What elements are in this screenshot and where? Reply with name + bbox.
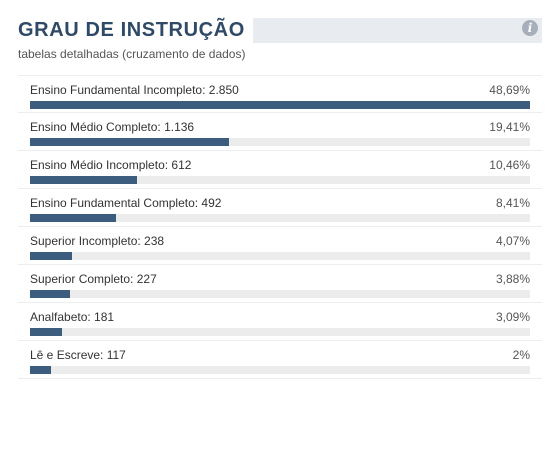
bar-percent: 3,09% [495, 310, 530, 324]
bar-label: Ensino Médio Completo: 1.136 [30, 120, 195, 134]
education-widget: GRAU DE INSTRUÇÃO i tabelas detalhadas (… [18, 0, 542, 379]
bar-label: Ensino Fundamental Completo: 492 [30, 196, 222, 210]
bar-fill [30, 101, 530, 109]
bar-track [30, 101, 530, 109]
bar-percent: 8,41% [495, 196, 530, 210]
bar-label: Superior Completo: 227 [30, 272, 157, 286]
bar-percent: 2% [512, 348, 530, 362]
bar-label: Ensino Médio Incompleto: 612 [30, 158, 192, 172]
bar-fill [30, 290, 70, 298]
bar-row[interactable]: Superior Incompleto: 238 4,07% [18, 227, 542, 265]
bar-row[interactable]: Ensino Fundamental Completo: 492 8,41% [18, 189, 542, 227]
bar-label: Analfabeto: 181 [30, 310, 115, 324]
bar-track [30, 214, 530, 222]
bar-fill [30, 176, 138, 184]
info-icon[interactable]: i [522, 20, 538, 36]
bar-percent: 10,46% [489, 158, 530, 172]
bar-percent: 48,69% [489, 83, 530, 97]
bar-row[interactable]: Analfabeto: 181 3,09% [18, 303, 542, 341]
bar-label: Superior Incompleto: 238 [30, 234, 165, 248]
bar-fill [30, 328, 62, 336]
bar-row[interactable]: Lê e Escreve: 117 2% [18, 341, 542, 379]
bar-fill [30, 252, 72, 260]
bar-row[interactable]: Ensino Fundamental Incompleto: 2.850 48,6… [18, 75, 542, 113]
bar-fill [30, 366, 51, 374]
bar-label: Lê e Escreve: 117 [30, 348, 126, 362]
bar-percent: 19,41% [489, 120, 530, 134]
bar-fill [30, 138, 230, 146]
bar-row[interactable]: Superior Completo: 227 3,88% [18, 265, 542, 303]
widget-title: GRAU DE INSTRUÇÃO [18, 18, 253, 43]
bar-track [30, 290, 530, 298]
bar-track [30, 328, 530, 336]
header-band [223, 18, 542, 43]
widget-header: GRAU DE INSTRUÇÃO i [18, 0, 542, 44]
bar-track [30, 366, 530, 374]
widget-subtitle[interactable]: tabelas detalhadas (cruzamento de dados) [18, 47, 246, 61]
bar-label: Ensino Fundamental Incompleto: 2.850 [30, 83, 239, 97]
bar-percent: 3,88% [495, 272, 530, 286]
bar-row[interactable]: Ensino Médio Incompleto: 612 10,46% [18, 151, 542, 189]
bar-row[interactable]: Ensino Médio Completo: 1.136 19,41% [18, 113, 542, 151]
bar-list: Ensino Fundamental Incompleto: 2.850 48,6… [18, 75, 542, 379]
bar-fill [30, 214, 117, 222]
bar-track [30, 138, 530, 146]
bar-percent: 4,07% [495, 234, 530, 248]
bar-track [30, 176, 530, 184]
bar-track [30, 252, 530, 260]
